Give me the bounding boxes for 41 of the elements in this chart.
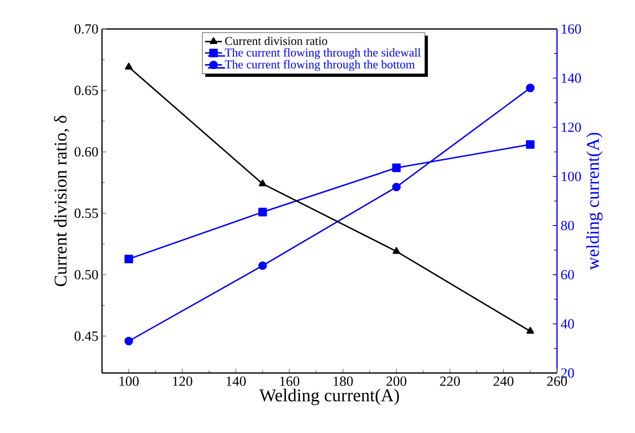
- x-tick-label: 140: [226, 376, 246, 386]
- point: [124, 336, 134, 346]
- x-axis-title: Welding current(A): [259, 388, 399, 406]
- point: [392, 247, 400, 254]
- x-tick-label: 100: [120, 376, 139, 386]
- y-tick-label: 0.70: [74, 24, 98, 34]
- point: [526, 140, 535, 149]
- y-tick-label: 0.55: [74, 208, 98, 218]
- point: [258, 208, 267, 216]
- point: [526, 326, 534, 334]
- legend-label: The current flowing through the bottom: [224, 60, 415, 71]
- y-tick-label: 0.65: [74, 86, 98, 96]
- y-tick-label: 0.60: [74, 147, 98, 157]
- point: [258, 180, 266, 186]
- y2-tick-label: 40: [560, 319, 574, 329]
- point: [526, 84, 535, 92]
- x-tick-label: 180: [334, 376, 353, 386]
- point: [392, 164, 401, 172]
- point: [124, 254, 134, 264]
- y2-tick-label: 160: [562, 24, 581, 34]
- point: [124, 62, 133, 70]
- point: [392, 182, 401, 192]
- point: [258, 261, 267, 270]
- y2-tick-label: 140: [562, 73, 581, 83]
- x-tick-label: 260: [547, 376, 567, 386]
- y2-tick-label: 80: [561, 220, 574, 230]
- x-tick-label: 160: [280, 376, 300, 386]
- y2-axis-title: welding current(A): [586, 132, 603, 270]
- x-tick-label: 240: [494, 376, 514, 386]
- y-tick-label: 0.50: [74, 270, 98, 280]
- x-tick-label: 120: [173, 376, 192, 386]
- y2-tick-label: 120: [562, 122, 581, 132]
- x-tick-label: 200: [386, 376, 406, 386]
- y2-tick-label: 20: [561, 368, 574, 378]
- y-axis-title: Current division ratio, δ: [54, 116, 70, 286]
- y2-tick-label: 60: [561, 270, 574, 280]
- legend-label: The current flowing through the sidewall: [224, 48, 421, 60]
- y2-tick-label: 100: [562, 172, 581, 182]
- legend-label: Current division ratio: [225, 36, 328, 46]
- y-tick-label: 0.45: [74, 331, 98, 341]
- x-tick-label: 220: [440, 376, 460, 386]
